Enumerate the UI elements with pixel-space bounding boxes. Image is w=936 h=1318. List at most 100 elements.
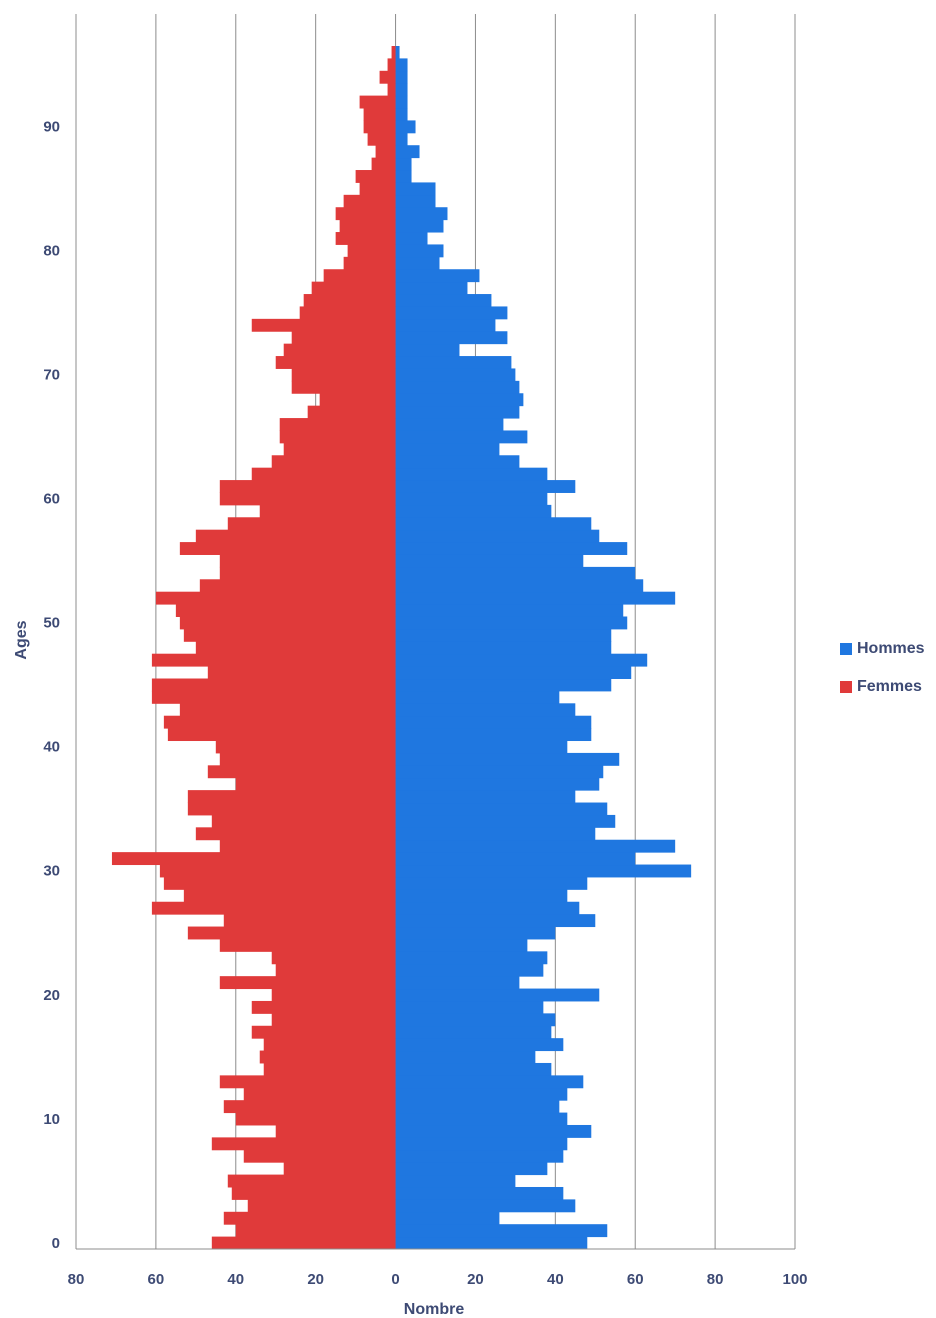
bar-femmes	[223, 1211, 396, 1225]
bar-hommes	[395, 467, 548, 481]
bar-hommes	[395, 368, 516, 382]
bar-hommes	[395, 1174, 516, 1188]
bar-hommes	[395, 752, 620, 766]
bar-femmes	[379, 70, 396, 84]
bar-femmes	[219, 554, 396, 568]
bar-femmes	[151, 901, 396, 915]
bar-hommes	[395, 889, 568, 903]
bar-femmes	[387, 58, 396, 72]
x-tick-label: 60	[148, 1271, 165, 1288]
bar-hommes	[395, 988, 600, 1002]
bars	[111, 46, 692, 1250]
bar-hommes	[395, 1149, 564, 1163]
bar-hommes	[395, 194, 436, 208]
bar-femmes	[291, 368, 396, 382]
bar-hommes	[395, 703, 576, 717]
bar-hommes	[395, 331, 508, 345]
bar-hommes	[395, 1000, 544, 1014]
legend-label-hommes: Hommes	[857, 640, 925, 657]
legend: Hommes Femmes	[840, 638, 925, 714]
bar-femmes	[223, 914, 396, 928]
bar-hommes	[395, 591, 676, 605]
bar-femmes	[311, 281, 396, 295]
bar-femmes	[219, 566, 396, 580]
bar-hommes	[395, 1211, 500, 1225]
bar-femmes	[271, 951, 396, 965]
bar-hommes	[395, 157, 412, 171]
bar-femmes	[323, 269, 396, 283]
bar-femmes	[339, 219, 396, 233]
bar-hommes	[395, 244, 444, 258]
bar-femmes	[359, 95, 396, 109]
bar-hommes	[395, 492, 548, 506]
bar-femmes	[243, 1149, 396, 1163]
bar-hommes	[395, 1236, 588, 1250]
bar-femmes	[263, 1038, 396, 1052]
bar-femmes	[187, 802, 396, 816]
bar-femmes	[251, 467, 396, 481]
bar-femmes	[151, 678, 396, 692]
bar-hommes	[395, 219, 444, 233]
bar-hommes	[395, 430, 528, 444]
bar-femmes	[251, 1000, 396, 1014]
bar-femmes	[275, 1124, 396, 1138]
bar-femmes	[259, 504, 396, 518]
bar-hommes	[395, 356, 512, 369]
bar-hommes	[395, 1038, 564, 1052]
bar-femmes	[211, 1137, 396, 1151]
bar-hommes	[395, 1112, 568, 1126]
bar-femmes	[211, 814, 396, 828]
bar-femmes	[183, 628, 396, 642]
legend-item-hommes: Hommes	[840, 638, 925, 660]
bar-femmes	[163, 876, 396, 890]
bar-femmes	[219, 492, 396, 506]
bar-femmes	[187, 790, 396, 804]
bar-femmes	[387, 83, 396, 97]
x-tick-label: 20	[307, 1271, 324, 1288]
bar-femmes	[371, 157, 396, 171]
bar-hommes	[395, 864, 692, 878]
bar-hommes	[395, 1199, 576, 1213]
bar-femmes	[151, 690, 396, 704]
bar-hommes	[395, 1162, 548, 1176]
bar-hommes	[395, 777, 600, 791]
bar-femmes	[251, 1025, 396, 1039]
bar-femmes	[151, 653, 396, 667]
y-tick-label: 20	[43, 987, 60, 1004]
bar-femmes	[263, 1062, 396, 1076]
bar-femmes	[275, 963, 396, 977]
bar-hommes	[395, 1186, 564, 1200]
bar-femmes	[227, 517, 396, 531]
bar-femmes	[283, 1162, 396, 1176]
bar-femmes	[271, 1013, 396, 1027]
bar-femmes	[111, 852, 396, 866]
bar-hommes	[395, 765, 604, 779]
bar-femmes	[247, 1199, 396, 1213]
bar-hommes	[395, 641, 612, 655]
bar-femmes	[179, 703, 396, 717]
bar-hommes	[395, 58, 408, 72]
legend-item-femmes: Femmes	[840, 676, 925, 698]
bar-hommes	[395, 306, 508, 320]
bar-hommes	[395, 170, 412, 183]
bar-femmes	[275, 356, 396, 369]
bar-hommes	[395, 517, 592, 531]
bar-femmes	[183, 889, 396, 903]
bar-hommes	[395, 70, 408, 84]
y-axis-title: Ages	[13, 620, 30, 659]
bar-femmes	[363, 120, 396, 134]
bar-femmes	[291, 380, 396, 394]
bar-hommes	[395, 790, 576, 804]
bar-femmes	[159, 864, 396, 878]
bar-femmes	[167, 728, 396, 742]
x-tick-label: 40	[547, 1271, 564, 1288]
bar-hommes	[395, 951, 548, 965]
bar-femmes	[291, 331, 396, 345]
bar-femmes	[335, 207, 396, 221]
bar-hommes	[395, 1224, 608, 1238]
bar-hommes	[395, 318, 496, 332]
bar-femmes	[319, 393, 396, 407]
bar-hommes	[395, 926, 556, 940]
bar-hommes	[395, 393, 524, 407]
bar-femmes	[343, 256, 396, 270]
